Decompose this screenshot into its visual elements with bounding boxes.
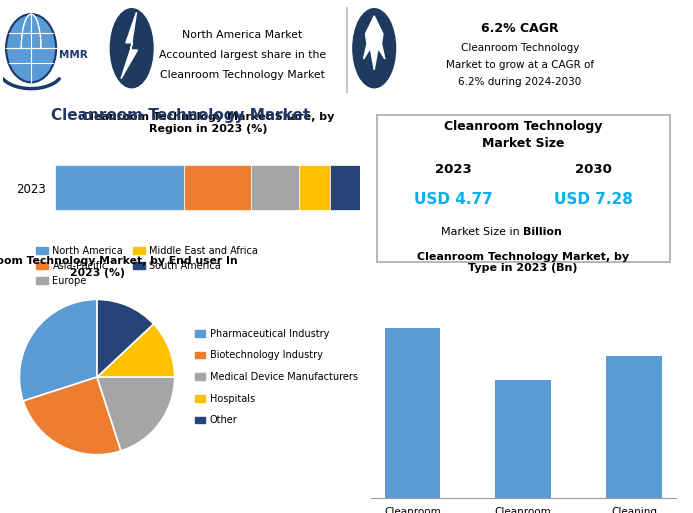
Circle shape (110, 9, 153, 88)
Bar (299, 165, 330, 210)
Legend: Pharmaceutical Industry, Biotechnology Industry, Medical Device Manufacturers, H: Pharmaceutical Industry, Biotechnology I… (195, 329, 358, 425)
Polygon shape (121, 12, 137, 79)
Text: North America Market: North America Market (182, 30, 303, 40)
Text: 6.2% CAGR: 6.2% CAGR (481, 22, 559, 34)
Title: Cleanroom Technology Market, by End user In
2023 (%): Cleanroom Technology Market, by End user… (0, 256, 238, 278)
Text: 2023: 2023 (435, 163, 471, 176)
Legend: North America, Asia-Pacific, Europe, Middle East and Africa, South America: North America, Asia-Pacific, Europe, Mid… (36, 246, 258, 286)
Wedge shape (23, 377, 121, 455)
FancyBboxPatch shape (377, 115, 669, 262)
Bar (385, 328, 440, 498)
Bar (184, 165, 251, 210)
Circle shape (353, 9, 396, 88)
Text: Cleanroom Technology Market: Cleanroom Technology Market (160, 70, 325, 80)
Text: Billion: Billion (523, 227, 562, 238)
Text: Accounted largest share in the: Accounted largest share in the (159, 50, 326, 60)
Bar (495, 381, 551, 498)
Wedge shape (97, 300, 154, 377)
Title: Cleanroom Technology Market, by
Type in 2023 (Bn): Cleanroom Technology Market, by Type in … (417, 252, 629, 273)
Wedge shape (19, 300, 97, 401)
Text: 6.2% during 2024-2030: 6.2% during 2024-2030 (458, 77, 581, 87)
Text: USD 4.77: USD 4.77 (414, 192, 493, 207)
Bar (330, 165, 360, 210)
Text: USD 7.28: USD 7.28 (554, 192, 633, 207)
Text: Market to grow at a CAGR of: Market to grow at a CAGR of (446, 60, 594, 70)
Text: Cleanroom Technology Market: Cleanroom Technology Market (51, 108, 310, 123)
Bar (251, 165, 299, 210)
Wedge shape (97, 324, 175, 377)
Text: MMR: MMR (60, 50, 88, 60)
Text: Cleanroom Technology: Cleanroom Technology (461, 43, 579, 53)
Title: Cleanroom Technology Market Share, by
Region in 2023 (%): Cleanroom Technology Market Share, by Re… (82, 112, 334, 133)
Text: 2030: 2030 (575, 163, 612, 176)
Bar (606, 356, 662, 498)
Wedge shape (97, 377, 175, 451)
Circle shape (6, 14, 56, 83)
Text: Market Size in: Market Size in (441, 227, 523, 238)
Polygon shape (364, 16, 385, 70)
Text: Cleanroom Technology
Market Size: Cleanroom Technology Market Size (444, 121, 602, 150)
Bar (55, 165, 184, 210)
